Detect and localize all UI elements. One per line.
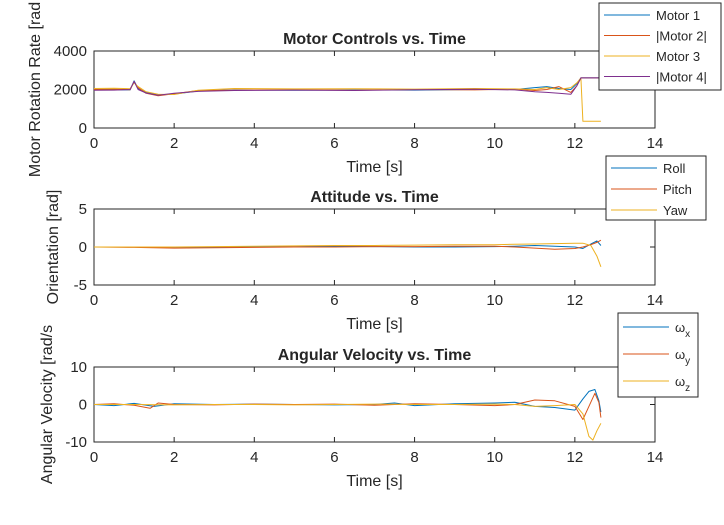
x-tick-label: 6 (330, 449, 338, 466)
x-tick-label: 2 (170, 449, 178, 466)
y-tick-label: -5 (74, 277, 87, 294)
legend-entry: Motor 1 (656, 8, 700, 23)
y-tick-label: 0 (79, 120, 87, 137)
chart-title: Angular Velocity vs. Time (278, 347, 472, 364)
x-tick-label: 14 (647, 135, 664, 152)
legend-entry: |Motor 2| (656, 29, 707, 44)
x-tick-label: 8 (410, 449, 418, 466)
legend-entry: Roll (663, 161, 686, 176)
x-tick-label: 10 (486, 135, 503, 152)
x-tick-label: 8 (410, 292, 418, 309)
x-tick-label: 0 (90, 449, 98, 466)
series-line-3 (94, 242, 602, 267)
x-tick-label: 10 (486, 449, 503, 466)
x-axis-label: Time [s] (346, 316, 402, 333)
y-tick-label: -10 (65, 434, 87, 451)
y-tick-label: 0 (79, 239, 87, 256)
x-tick-label: 12 (567, 135, 584, 152)
x-tick-label: 2 (170, 135, 178, 152)
y-axis-label: Orientation [rad] (45, 190, 62, 305)
x-tick-label: 6 (330, 292, 338, 309)
series-line-4 (93, 77, 601, 96)
x-tick-label: 14 (647, 449, 664, 466)
x-tick-label: 10 (486, 292, 503, 309)
y-tick-label: 0 (79, 397, 87, 414)
series-line-3 (93, 77, 601, 122)
legend-entry: ωx (675, 320, 690, 340)
x-tick-label: 8 (410, 135, 418, 152)
legend: ωx ωy ωz (617, 312, 699, 398)
x-tick-label: 2 (170, 292, 178, 309)
y-tick-label: 2000 (54, 82, 87, 99)
chart-title: Attitude vs. Time (310, 189, 439, 206)
x-tick-label: 4 (250, 292, 258, 309)
x-tick-label: 12 (567, 292, 584, 309)
x-tick-label: 4 (250, 449, 258, 466)
panel-1: 0 2 4 6 8 10 12 14 0 2000 4000 Motor Controls vs. T… (27, 2, 722, 177)
legend-entry: ωy (675, 347, 690, 367)
legend-entry: ωz (675, 374, 690, 394)
x-axis-label: Time [s] (346, 159, 402, 176)
x-tick-label: 0 (90, 292, 98, 309)
x-tick-label: 0 (90, 135, 98, 152)
y-axis-label: Angular Velocity [rad/s (39, 325, 56, 484)
y-tick-label: 5 (79, 201, 87, 218)
legend-entry: Yaw (663, 203, 688, 218)
legend-box (605, 155, 707, 221)
legend-entry: |Motor 4| (656, 70, 707, 85)
x-axis-label: Time [s] (346, 473, 402, 490)
chart-title: Motor Controls vs. Time (283, 31, 466, 48)
legend: Motor 1 |Motor 2| Motor 3 |Motor 4| (598, 2, 722, 91)
legend-box (598, 2, 722, 91)
series-line-3 (94, 403, 602, 441)
y-tick-label: 4000 (54, 43, 87, 60)
y-tick-label: 10 (70, 359, 87, 376)
x-tick-label: 12 (567, 449, 584, 466)
x-tick-label: 4 (250, 135, 258, 152)
legend: Roll Pitch Yaw (605, 155, 707, 221)
y-axis-label: Motor Rotation Rate [rad (27, 2, 44, 177)
series-line-2 (93, 239, 602, 250)
x-tick-label: 14 (647, 292, 664, 309)
legend-entry: Motor 3 (656, 49, 700, 64)
legend-entry: Pitch (663, 182, 692, 197)
x-tick-label: 6 (330, 135, 338, 152)
